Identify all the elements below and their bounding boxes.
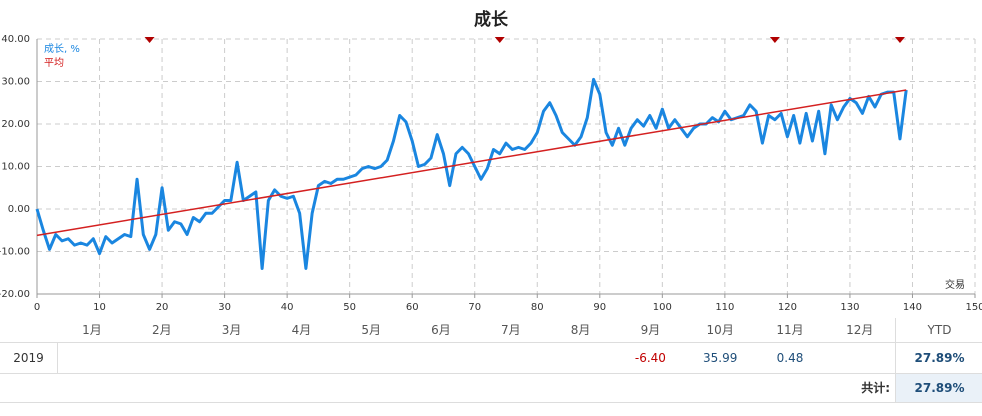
y-tick-label: 20.00 xyxy=(1,119,30,130)
y-tick-label: 10.00 xyxy=(1,162,30,173)
x-tick-label: 10 xyxy=(93,302,106,313)
x-tick-label: 140 xyxy=(903,302,922,313)
series-line xyxy=(35,77,908,270)
month-header: 9月 xyxy=(640,323,661,337)
x-axis-label: 交易 xyxy=(945,278,965,291)
y-tick-label: -10.00 xyxy=(0,247,30,258)
table-row: 2019 -6.40 35.99 0.48 27.89% xyxy=(0,343,982,374)
x-tick-label: 70 xyxy=(468,302,481,313)
x-tick-label: 20 xyxy=(156,302,169,313)
x-tick-label: 120 xyxy=(778,302,797,313)
month-value: 0.48 xyxy=(776,351,804,365)
marker xyxy=(494,37,505,43)
y-tick-label: 0.00 xyxy=(8,204,30,215)
y-tick-label: 40.00 xyxy=(1,34,30,45)
y-tick-label: 30.00 xyxy=(1,77,30,88)
month-value: 35.99 xyxy=(703,351,738,365)
month-header: 10月 xyxy=(706,323,734,337)
x-tick-label: 60 xyxy=(406,302,419,313)
month-header: 3月 xyxy=(221,323,242,337)
y-tick-label: -20.00 xyxy=(0,289,30,300)
month-header: 1月 xyxy=(82,323,102,337)
total-row: 共计: 27.89% xyxy=(0,374,982,403)
marker xyxy=(894,37,905,43)
month-header: 2月 xyxy=(151,323,172,337)
legend-label: 成长, % xyxy=(44,43,80,55)
chart-title: 成长 xyxy=(474,9,509,30)
month-value: -6.40 xyxy=(634,351,666,365)
x-tick-label: 40 xyxy=(281,302,294,313)
marker xyxy=(144,37,155,43)
year-cell: 2019 xyxy=(0,343,58,373)
x-tick-label: 0 xyxy=(34,302,40,313)
month-header: 11月 xyxy=(776,323,804,337)
x-tick-label: 90 xyxy=(593,302,606,313)
ytd-header: YTD xyxy=(895,318,982,342)
x-tick-label: 100 xyxy=(653,302,672,313)
x-tick-label: 30 xyxy=(218,302,231,313)
total-value: 27.89% xyxy=(895,374,982,402)
total-label: 共计: xyxy=(861,381,890,395)
x-tick-label: 110 xyxy=(715,302,734,313)
marker xyxy=(769,37,780,43)
x-tick-label: 130 xyxy=(840,302,859,313)
header-row: 1月 2月 3月 4月 5月 6月 7月 8月 9月 10月 11月 12月 YTD xyxy=(0,318,982,343)
table: 1月 2月 3月 4月 5月 6月 7月 8月 9月 10月 11月 12月 YTD 2019 -6.40 3… xyxy=(0,318,982,403)
month-header: 6月 xyxy=(431,323,451,337)
month-header: 8月 xyxy=(570,323,591,337)
ytd-value: 27.89% xyxy=(895,343,982,373)
month-header: 12月 xyxy=(846,323,874,337)
x-tick-label: 80 xyxy=(531,302,544,313)
month-header: 5月 xyxy=(361,323,381,337)
legend-label: 平均 xyxy=(44,57,64,69)
x-tick-label: 50 xyxy=(343,302,356,313)
x-tick-label: 150 xyxy=(965,302,982,313)
month-header: 4月 xyxy=(291,323,312,337)
chart: 成长 交易 -20.00 -10.00 0.00 10.00 20.00 30.00 40.… xyxy=(0,9,982,313)
trend-line xyxy=(36,89,907,237)
month-header: 7月 xyxy=(500,323,521,337)
